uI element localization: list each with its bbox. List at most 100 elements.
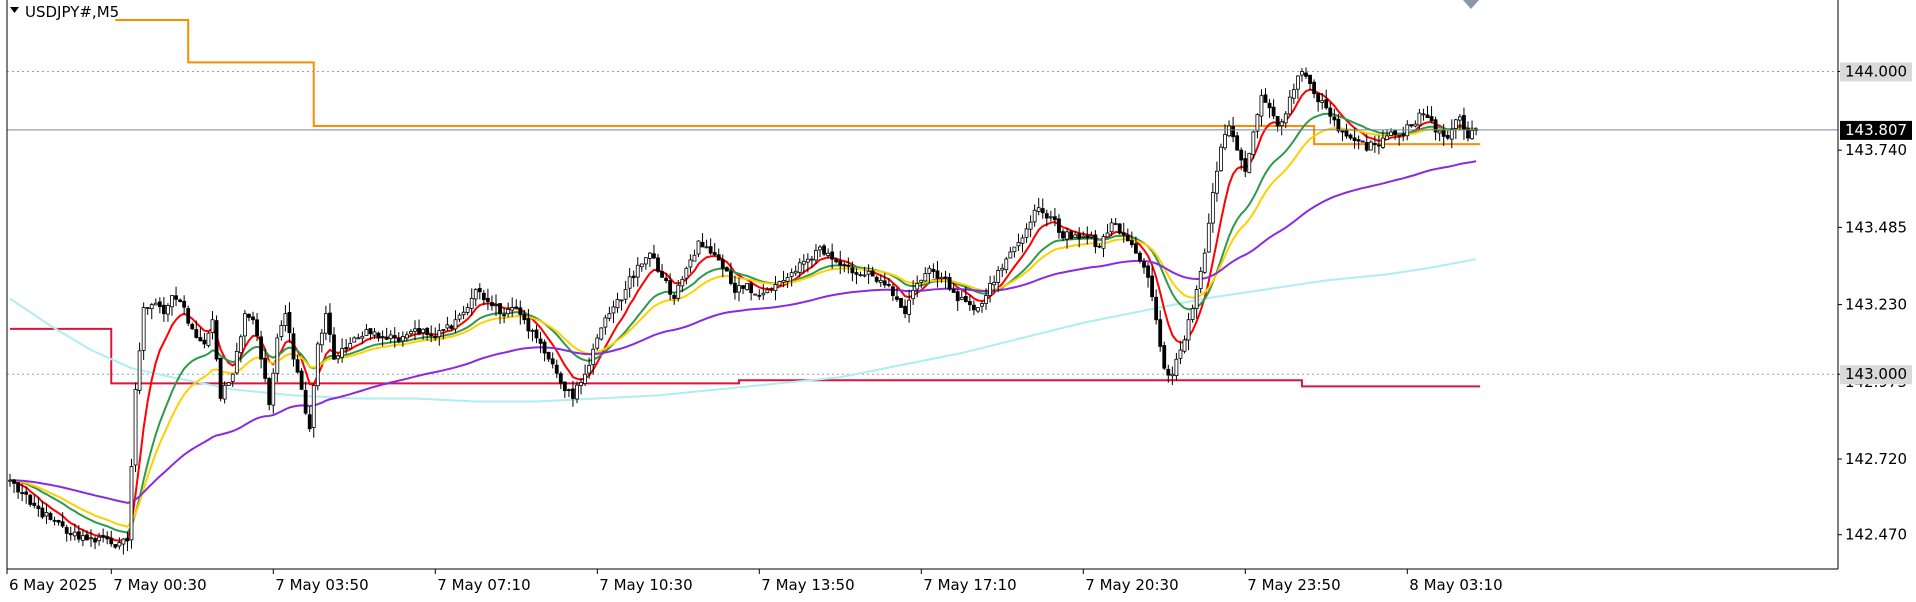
candle bbox=[850, 261, 855, 282]
candle-body bbox=[534, 329, 539, 339]
candle-body bbox=[76, 531, 81, 540]
candle bbox=[206, 331, 211, 348]
candle bbox=[315, 341, 320, 391]
candle-body bbox=[295, 359, 300, 373]
candle-body bbox=[773, 284, 778, 292]
triangle-down-icon[interactable] bbox=[10, 7, 19, 13]
candle-body bbox=[1174, 358, 1179, 376]
candle-body bbox=[481, 292, 486, 301]
candle-body bbox=[749, 283, 754, 294]
candle-body bbox=[737, 285, 741, 293]
candle bbox=[178, 298, 183, 303]
candle bbox=[437, 323, 442, 346]
candle-body bbox=[311, 384, 316, 428]
candle bbox=[648, 251, 652, 267]
candle bbox=[157, 297, 162, 314]
candle bbox=[959, 290, 964, 301]
candle-body bbox=[1275, 116, 1280, 127]
candle-body bbox=[1389, 131, 1393, 136]
candle-body bbox=[157, 301, 162, 308]
candle-body bbox=[121, 538, 126, 545]
candle-body bbox=[384, 336, 389, 340]
candle-body bbox=[518, 307, 523, 315]
candle bbox=[1251, 130, 1256, 160]
current-price-tag-bg bbox=[1840, 120, 1912, 140]
candle-body bbox=[202, 339, 207, 345]
candle-body bbox=[777, 281, 782, 286]
candle bbox=[749, 281, 754, 301]
candle-body bbox=[1251, 131, 1256, 156]
candle-body bbox=[712, 252, 717, 256]
candle bbox=[996, 266, 1001, 293]
candle bbox=[101, 528, 106, 543]
candle-body bbox=[923, 273, 928, 282]
candle bbox=[32, 494, 37, 509]
candle-body bbox=[793, 270, 798, 274]
candle bbox=[1320, 93, 1325, 110]
candle bbox=[16, 482, 21, 499]
candle-body bbox=[421, 328, 426, 334]
candle bbox=[899, 297, 903, 308]
candle-body bbox=[1385, 135, 1389, 140]
candle bbox=[344, 338, 349, 354]
candle bbox=[1089, 231, 1094, 240]
candle bbox=[1000, 263, 1005, 278]
candle bbox=[1206, 213, 1211, 253]
candle-body bbox=[40, 507, 45, 518]
candle-body bbox=[1267, 102, 1272, 109]
candle bbox=[785, 272, 790, 289]
candle bbox=[287, 302, 292, 343]
candle bbox=[291, 327, 296, 367]
candle-body bbox=[190, 324, 195, 330]
price-tag-144: 144.000 bbox=[1845, 62, 1907, 80]
candle bbox=[1125, 228, 1130, 242]
candle-body bbox=[874, 276, 879, 282]
candle bbox=[562, 381, 567, 399]
candle-body bbox=[1441, 129, 1446, 137]
candle bbox=[1138, 250, 1142, 264]
candle bbox=[332, 327, 336, 361]
candle bbox=[510, 297, 515, 317]
time-axis[interactable]: 6 May 2025 7 May 00:30 7 May 03:50 7 May 07… bbox=[6, 569, 1503, 594]
candle bbox=[805, 253, 810, 273]
candle-body bbox=[700, 241, 705, 248]
candle-body bbox=[323, 313, 328, 334]
candle-body bbox=[1121, 232, 1126, 236]
candle-body bbox=[1352, 137, 1357, 142]
candle-body bbox=[101, 535, 106, 538]
candle bbox=[550, 352, 555, 369]
candle-body bbox=[222, 384, 227, 400]
candle-body bbox=[587, 365, 592, 374]
candle bbox=[757, 289, 762, 301]
candle bbox=[234, 342, 239, 375]
candle-body bbox=[1458, 116, 1462, 121]
level-red-line bbox=[10, 327, 1481, 388]
candle bbox=[810, 255, 814, 268]
candle bbox=[372, 328, 377, 339]
candle-body bbox=[1113, 223, 1118, 225]
candle-body bbox=[814, 249, 818, 261]
level-orange-line bbox=[115, 19, 1481, 146]
candle-body bbox=[400, 336, 405, 342]
candle-body bbox=[1381, 137, 1385, 148]
candle bbox=[1239, 147, 1244, 171]
candle bbox=[891, 283, 895, 301]
candle-body bbox=[571, 388, 575, 399]
candle bbox=[1215, 161, 1219, 202]
candle bbox=[202, 333, 207, 349]
candle bbox=[1352, 128, 1357, 149]
candle bbox=[793, 265, 798, 276]
candle-body bbox=[1178, 349, 1183, 359]
candle bbox=[1150, 266, 1154, 302]
candle bbox=[923, 267, 928, 282]
candle-body bbox=[392, 335, 397, 339]
x-tick-label: 7 May 10:30 bbox=[599, 576, 692, 594]
candle-body bbox=[60, 521, 65, 527]
candle bbox=[275, 333, 280, 382]
candle-body bbox=[1433, 119, 1438, 133]
candle-body bbox=[1004, 258, 1009, 271]
candle bbox=[1117, 223, 1122, 235]
candle-body bbox=[1065, 231, 1069, 240]
candle-body bbox=[1239, 149, 1244, 161]
